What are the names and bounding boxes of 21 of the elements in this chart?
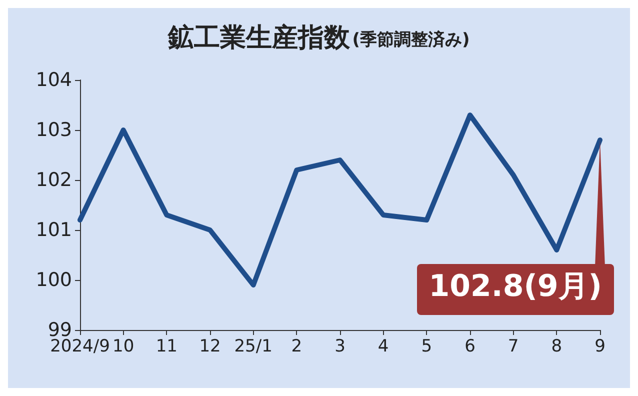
y-tick-label: 100 xyxy=(36,269,72,291)
x-tick-label: 2024/9 xyxy=(50,336,110,356)
x-tick-label: 7 xyxy=(508,336,519,356)
annotation: 102.8(9月) xyxy=(428,269,602,304)
x-tick-label: 2 xyxy=(291,336,302,356)
y-tick-label: 103 xyxy=(36,119,72,141)
chart-subtitle: (季節調整済み) xyxy=(352,30,470,50)
x-tick-label: 5 xyxy=(421,336,432,356)
x-tick-label: 8 xyxy=(551,336,562,356)
x-tick-label: 4 xyxy=(378,336,389,356)
chart-title: 鉱工業生産指数 xyxy=(167,23,352,53)
y-tick-label: 104 xyxy=(36,69,72,91)
y-tick-label: 102 xyxy=(36,169,72,191)
x-tick-label: 3 xyxy=(334,336,346,356)
x-tick-label: 11 xyxy=(156,336,178,356)
x-tick-label: 10 xyxy=(112,336,134,356)
x-tick-label: 12 xyxy=(199,336,221,356)
x-tick-label: 6 xyxy=(464,336,476,356)
x-tick-label: 9 xyxy=(594,336,606,356)
x-tick-label: 25/1 xyxy=(234,336,272,356)
y-tick-label: 101 xyxy=(36,219,72,241)
